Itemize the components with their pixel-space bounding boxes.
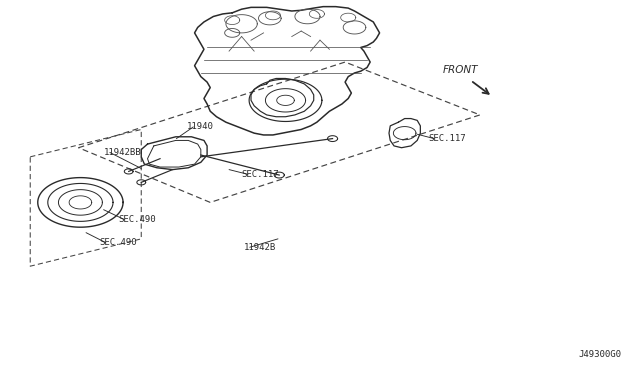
Text: 11940: 11940: [187, 122, 214, 131]
Text: SEC.117: SEC.117: [428, 134, 465, 143]
Text: SEC.490: SEC.490: [99, 238, 137, 247]
Text: SEC.490: SEC.490: [118, 215, 156, 224]
Text: J49300G0: J49300G0: [578, 350, 621, 359]
Text: FRONT: FRONT: [442, 65, 478, 75]
Text: 11942BB: 11942BB: [104, 148, 141, 157]
Text: SEC.117: SEC.117: [242, 170, 279, 179]
Text: 11942B: 11942B: [243, 243, 276, 252]
